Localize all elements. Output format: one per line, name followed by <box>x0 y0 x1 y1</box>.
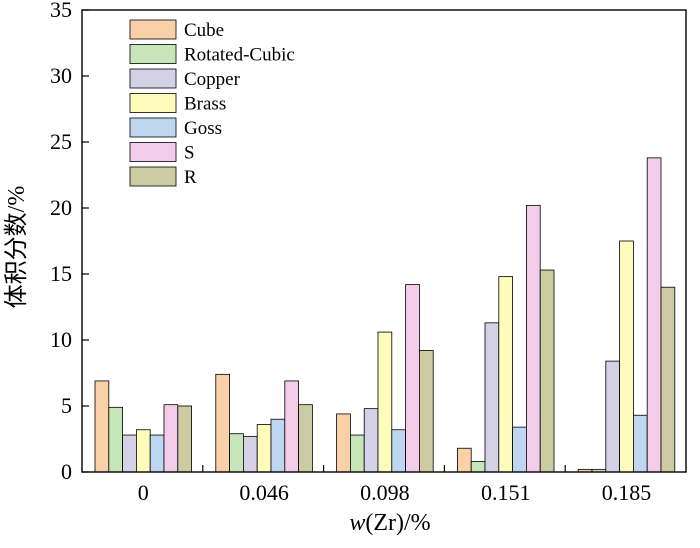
y-axis-title: 体积分数/% <box>3 186 30 309</box>
y-tick-label: 25 <box>50 129 72 154</box>
bar-cube-1 <box>215 373 231 473</box>
bar-r-4 <box>660 286 676 473</box>
bar-rotated-cubic-0 <box>108 406 124 473</box>
bar-copper-1 <box>242 435 258 473</box>
x-tick-label: 0.151 <box>481 480 531 505</box>
legend-label: Copper <box>184 69 241 90</box>
legend-swatch <box>129 68 177 89</box>
legend-label: Goss <box>184 118 222 139</box>
legend-label: Rotated-Cubic <box>184 45 295 66</box>
bar-cube-0 <box>94 380 110 473</box>
legend-label: S <box>184 143 195 164</box>
bar-r-0 <box>177 405 193 473</box>
bar-rotated-cubic-1 <box>229 433 244 473</box>
x-tick-label: 0.185 <box>602 480 652 505</box>
legend-swatch <box>129 142 177 162</box>
bar-goss-4 <box>633 414 648 473</box>
bar-rotated-cubic-2 <box>349 434 365 473</box>
bar-brass-0 <box>135 429 151 473</box>
bar-s-2 <box>405 284 420 473</box>
x-axis-title: w(Zr)/% <box>349 510 430 536</box>
x-tick-label: 0.098 <box>360 480 410 505</box>
legend-swatch <box>129 166 177 187</box>
bar-brass-3 <box>498 276 513 473</box>
y-tick-label: 0 <box>61 459 72 484</box>
y-tick-label: 30 <box>50 63 72 88</box>
bar-goss-3 <box>512 426 527 473</box>
bar-cube-2 <box>336 413 351 473</box>
legend-swatch <box>129 44 177 64</box>
bar-brass-1 <box>256 424 272 473</box>
bar-cube-3 <box>456 447 472 473</box>
legend-swatch <box>129 19 177 40</box>
bar-goss-0 <box>149 434 165 473</box>
y-tick-label: 35 <box>50 0 72 22</box>
bar-s-3 <box>526 204 541 473</box>
legend-swatch <box>129 117 177 138</box>
legend-label: Cube <box>184 20 224 41</box>
bars-layer <box>94 157 676 473</box>
legend-label: Brass <box>184 94 226 115</box>
y-tick-label: 20 <box>50 195 72 220</box>
bar-rotated-cubic-3 <box>470 461 486 473</box>
legend: Cube Rotated-Cubic Copper Brass Goss SR <box>129 19 295 188</box>
bar-copper-3 <box>484 322 500 473</box>
bar-s-4 <box>646 157 662 473</box>
bar-goss-1 <box>270 418 286 473</box>
bar-brass-4 <box>619 240 634 473</box>
plot-frame <box>81 9 687 473</box>
bar-copper-0 <box>122 434 137 473</box>
x-tick-label: 0.046 <box>239 480 289 505</box>
x-axis-title-unit: (Zr)/% <box>365 510 430 536</box>
y-tick-label: 15 <box>50 261 72 286</box>
bar-s-0 <box>163 404 179 473</box>
bar-copper-4 <box>605 360 620 473</box>
bar-r-3 <box>539 269 555 473</box>
y-tick-label: 5 <box>61 393 72 418</box>
y-tick-label: 10 <box>50 327 72 352</box>
x-tick-label: 0 <box>138 480 149 505</box>
bar-r-1 <box>298 404 313 473</box>
axes-layer: 0 5 10 15 20 25 30 35 0 0.046 0.098 0.151 0.185 <box>50 0 687 505</box>
bar-brass-2 <box>377 331 393 473</box>
legend-label: R <box>184 167 197 188</box>
bar-copper-2 <box>363 408 379 473</box>
bar-r-2 <box>418 350 434 473</box>
bar-s-1 <box>284 380 299 473</box>
bar-goss-2 <box>391 429 406 473</box>
x-axis-title-var: w <box>349 510 365 536</box>
legend-swatch <box>129 93 177 113</box>
